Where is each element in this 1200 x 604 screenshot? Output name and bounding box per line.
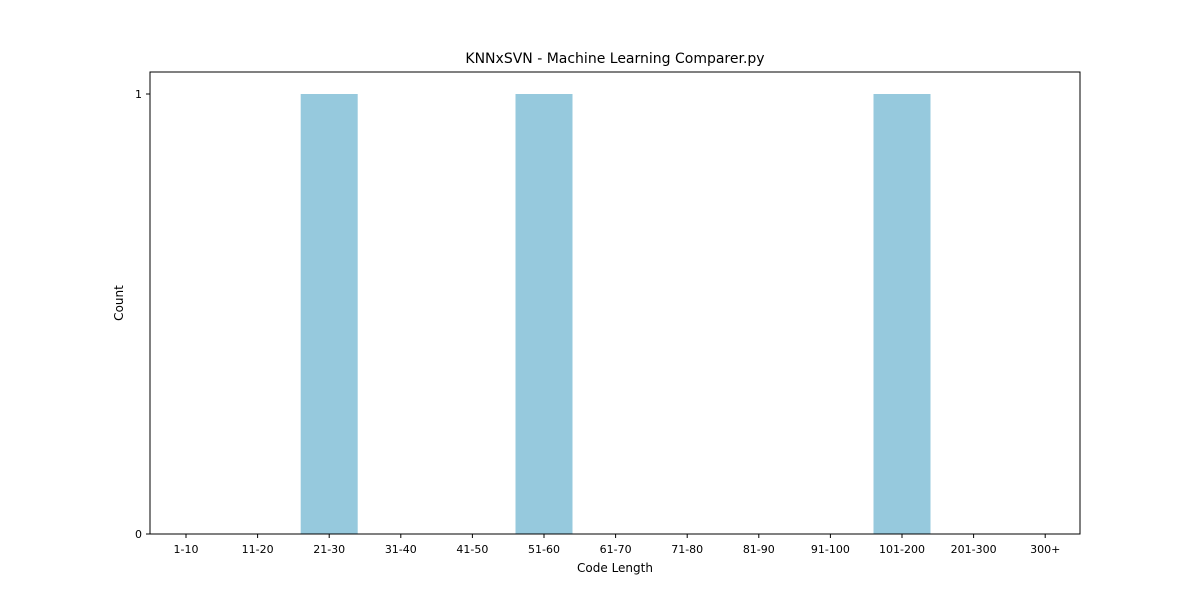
- x-tick-label: 300+: [1030, 543, 1060, 556]
- x-tick-label: 1-10: [174, 543, 199, 556]
- bar-101-200: [873, 94, 931, 534]
- x-tick-label: 41-50: [456, 543, 488, 556]
- chart-title: KNNxSVN - Machine Learning Comparer.py: [465, 51, 764, 67]
- x-axis-ticks: 1-10 11-20 21-30 31-40 41-50 51-60 61-70 71-80 8…: [174, 534, 1060, 556]
- x-tick-label: 11-20: [242, 543, 274, 556]
- y-tick-label: 1: [135, 88, 142, 101]
- bar-51-60: [515, 94, 573, 534]
- y-tick-label: 0: [135, 528, 142, 541]
- y-axis-label: Count: [112, 285, 126, 321]
- x-tick-label: 51-60: [528, 543, 560, 556]
- x-tick-label: 21-30: [313, 543, 345, 556]
- bars-layer: [300, 94, 931, 534]
- x-tick-label: 31-40: [385, 543, 417, 556]
- x-tick-label: 71-80: [671, 543, 703, 556]
- plot-frame: [149, 71, 1081, 535]
- x-tick-label: 91-100: [811, 543, 850, 556]
- x-tick-label: 201-300: [951, 543, 997, 556]
- bar-21-30: [300, 94, 358, 534]
- x-axis-label: Code Length: [577, 561, 653, 575]
- x-tick-label: 61-70: [600, 543, 632, 556]
- x-tick-label: 101-200: [879, 543, 925, 556]
- y-axis-ticks: 01: [135, 88, 150, 541]
- x-tick-label: 81-90: [743, 543, 775, 556]
